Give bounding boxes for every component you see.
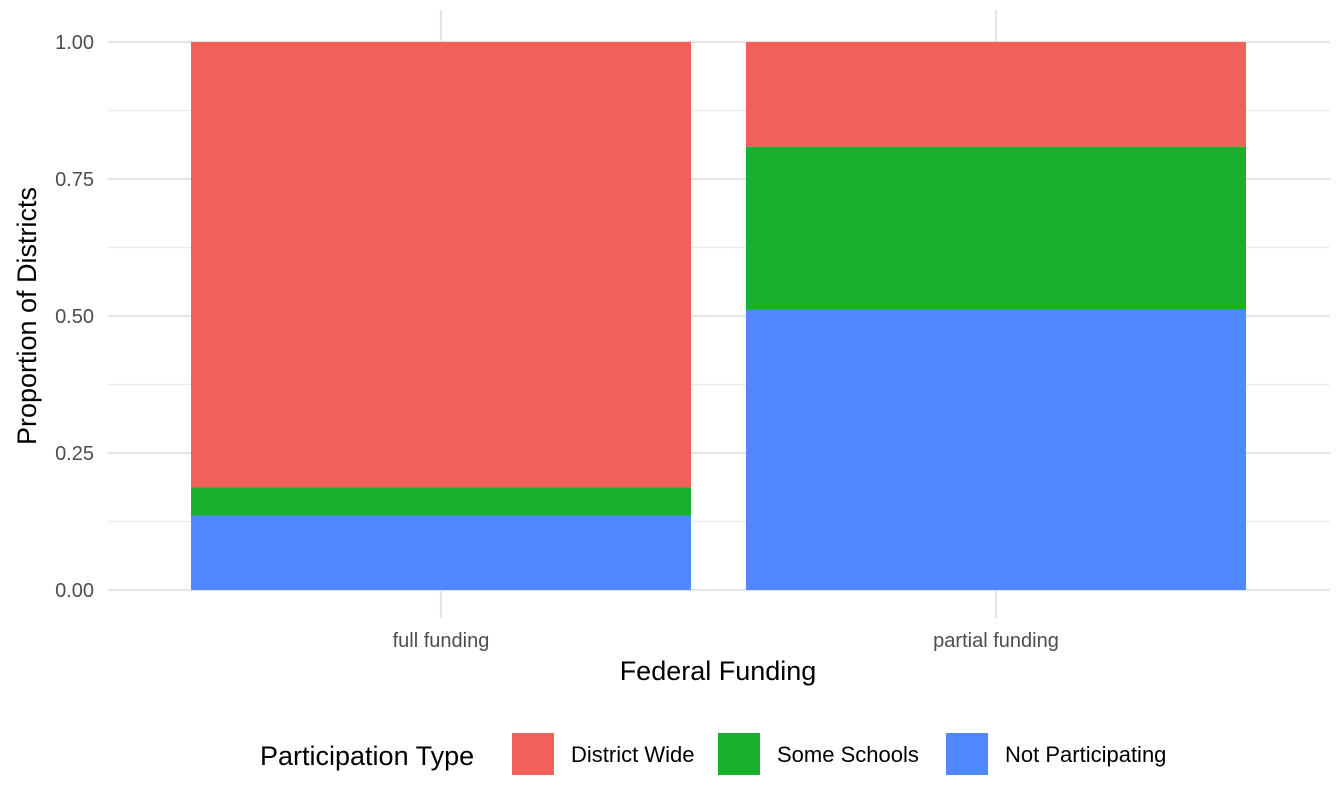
x-tick-label: full funding	[393, 630, 490, 652]
y-tick-label: 0.75	[55, 169, 94, 191]
legend-swatch	[512, 733, 554, 775]
legend: Participation Type District Wide Some Sch…	[260, 733, 1166, 775]
bar-segment	[191, 515, 691, 590]
y-axis-title: Proportion of Districts	[12, 187, 42, 445]
bar-segment	[746, 146, 1246, 310]
y-tick-label: 0.00	[55, 580, 94, 602]
legend-swatch	[946, 733, 988, 775]
y-tick-label: 0.50	[55, 306, 94, 328]
legend-label: District Wide	[571, 742, 694, 767]
bar-segment	[746, 309, 1246, 590]
x-axis-title: Federal Funding	[620, 656, 817, 686]
bar-segment	[746, 42, 1246, 147]
legend-title: Participation Type	[260, 741, 474, 771]
x-axis-ticks: full funding partial funding	[393, 630, 1059, 652]
y-axis-ticks: 0.00 0.25 0.50 0.75 1.00	[55, 32, 94, 602]
y-tick-label: 0.25	[55, 443, 94, 465]
bars	[191, 42, 1246, 590]
bar-segment	[191, 42, 691, 488]
y-tick-label: 1.00	[55, 32, 94, 54]
legend-label: Some Schools	[777, 742, 919, 767]
x-tick-label: partial funding	[933, 630, 1059, 652]
bar-segment	[191, 487, 691, 516]
legend-label: Not Participating	[1005, 742, 1166, 767]
legend-swatch	[718, 733, 760, 775]
